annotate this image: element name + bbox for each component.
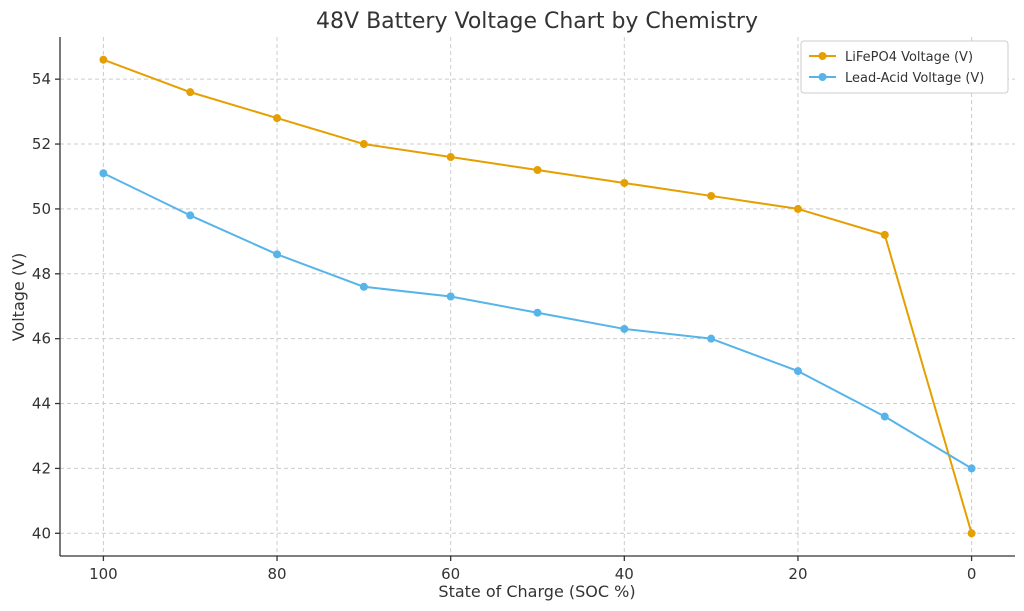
data-point-lead-acid — [793, 367, 802, 376]
series-lead-acid — [99, 169, 976, 473]
data-point-lead-acid — [99, 169, 108, 178]
series — [99, 55, 976, 538]
series-line-lifepo4 — [103, 58, 973, 534]
y-tick-label: 42 — [32, 459, 51, 477]
data-point-lead-acid — [446, 292, 455, 301]
data-point-lifepo4 — [620, 178, 629, 187]
legend: LiFePO4 Voltage (V) Lead-Acid Voltage (V… — [800, 40, 1009, 94]
ticks: 100 80 60 40 20 0 40 42 44 46 48 50 52 54 — [32, 70, 976, 583]
data-point-lifepo4 — [533, 165, 542, 174]
data-point-lifepo4 — [967, 529, 976, 538]
data-point-lead-acid — [967, 464, 976, 473]
series-lifepo4 — [99, 55, 976, 538]
data-point-lead-acid — [533, 308, 542, 317]
y-tick-label: 50 — [32, 200, 51, 218]
x-tick-label: 40 — [615, 565, 634, 583]
legend-label-lifepo4: LiFePO4 Voltage (V) — [845, 50, 973, 65]
data-point-lifepo4 — [446, 153, 455, 162]
data-point-lifepo4 — [880, 230, 889, 239]
legend-marker-lead-acid — [818, 73, 827, 81]
grid — [60, 37, 1015, 556]
y-axis-label: Voltage (V) — [9, 253, 28, 342]
data-point-lifepo4 — [99, 55, 108, 64]
series-line-lead-acid — [102, 172, 973, 470]
x-tick-label: 100 — [89, 565, 118, 583]
data-point-lead-acid — [620, 324, 629, 333]
y-tick-label: 54 — [32, 70, 51, 88]
y-tick-label: 40 — [32, 524, 51, 542]
y-tick-label: 52 — [32, 135, 51, 153]
y-tick-label: 44 — [32, 395, 51, 413]
data-point-lead-acid — [186, 211, 195, 220]
x-tick-label: 60 — [441, 565, 460, 583]
y-tick-label: 48 — [32, 265, 51, 283]
x-tick-label: 20 — [788, 565, 807, 583]
axes — [59, 37, 1015, 557]
data-point-lead-acid — [707, 334, 716, 343]
legend-frame — [800, 40, 1009, 94]
x-tick-label: 0 — [967, 565, 977, 583]
data-point-lead-acid — [880, 412, 889, 421]
legend-entry-lifepo4: LiFePO4 Voltage (V) — [809, 50, 973, 65]
data-point-lifepo4 — [186, 88, 195, 97]
data-point-lifepo4 — [793, 204, 802, 213]
data-point-lifepo4 — [707, 191, 716, 200]
data-point-lead-acid — [359, 282, 368, 291]
x-tick-label: 80 — [267, 565, 286, 583]
chart-title: 48V Battery Voltage Chart by Chemistry — [316, 9, 758, 34]
legend-entry-lead-acid: Lead-Acid Voltage (V) — [809, 71, 984, 86]
legend-marker-lifepo4 — [818, 52, 827, 60]
y-tick-label: 46 — [32, 330, 51, 348]
legend-label-lead-acid: Lead-Acid Voltage (V) — [845, 71, 984, 86]
data-point-lifepo4 — [273, 114, 282, 123]
data-point-lifepo4 — [359, 140, 368, 149]
data-point-lead-acid — [273, 250, 282, 259]
x-axis-label: State of Charge (SOC %) — [438, 582, 635, 601]
